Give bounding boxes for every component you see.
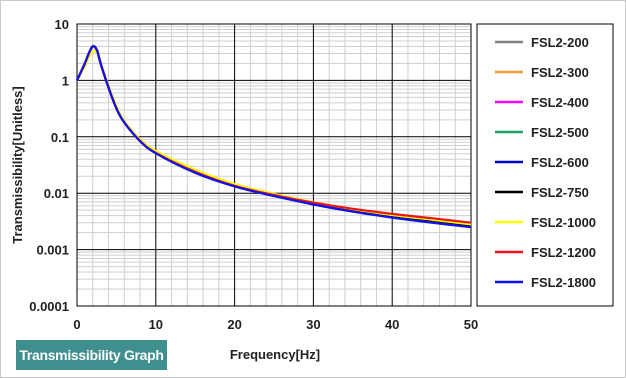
- y-tick-label: 0.1: [51, 130, 69, 145]
- series-lines: [76, 45, 472, 229]
- legend-label: FSL2-750: [531, 185, 589, 200]
- grid: [77, 24, 471, 306]
- legend-label: FSL2-1200: [531, 245, 596, 260]
- x-tick-label: 30: [306, 317, 320, 332]
- y-axis-title: Transmissibility[Unitless]: [10, 86, 25, 244]
- legend-label: FSL2-300: [531, 65, 589, 80]
- legend-label: FSL2-500: [531, 125, 589, 140]
- legend-label: FSL2-1800: [531, 275, 596, 290]
- legend-label: FSL2-400: [531, 95, 589, 110]
- x-axis-title: Frequency[Hz]: [230, 347, 320, 362]
- legend-label: FSL2-200: [531, 35, 589, 50]
- x-tick-label: 0: [73, 317, 80, 332]
- y-tick-label: 0.001: [36, 243, 69, 258]
- y-tick-labels: 10 1 0.1 0.01 0.001 0.0001: [29, 17, 69, 314]
- legend-label: FSL2-600: [531, 155, 589, 170]
- x-tick-label: 20: [227, 317, 241, 332]
- x-tick-label: 50: [464, 317, 478, 332]
- legend-label: FSL2-1000: [531, 215, 596, 230]
- x-tick-label: 10: [149, 317, 163, 332]
- x-tick-label: 40: [385, 317, 399, 332]
- x-tick-labels: 0 10 20 30 40 50: [73, 317, 478, 332]
- series-line-fsl2-1800: [76, 45, 472, 229]
- graph-badge: Transmissibility Graph: [16, 340, 167, 370]
- y-tick-label: 1: [62, 73, 69, 88]
- legend: FSL2-200 FSL2-300 FSL2-400 FSL2-500 FSL2-600…: [476, 23, 614, 307]
- plot-area: [76, 23, 472, 307]
- y-tick-label: 10: [55, 17, 69, 32]
- y-tick-label: 0.0001: [29, 299, 69, 314]
- y-tick-label: 0.01: [44, 186, 69, 201]
